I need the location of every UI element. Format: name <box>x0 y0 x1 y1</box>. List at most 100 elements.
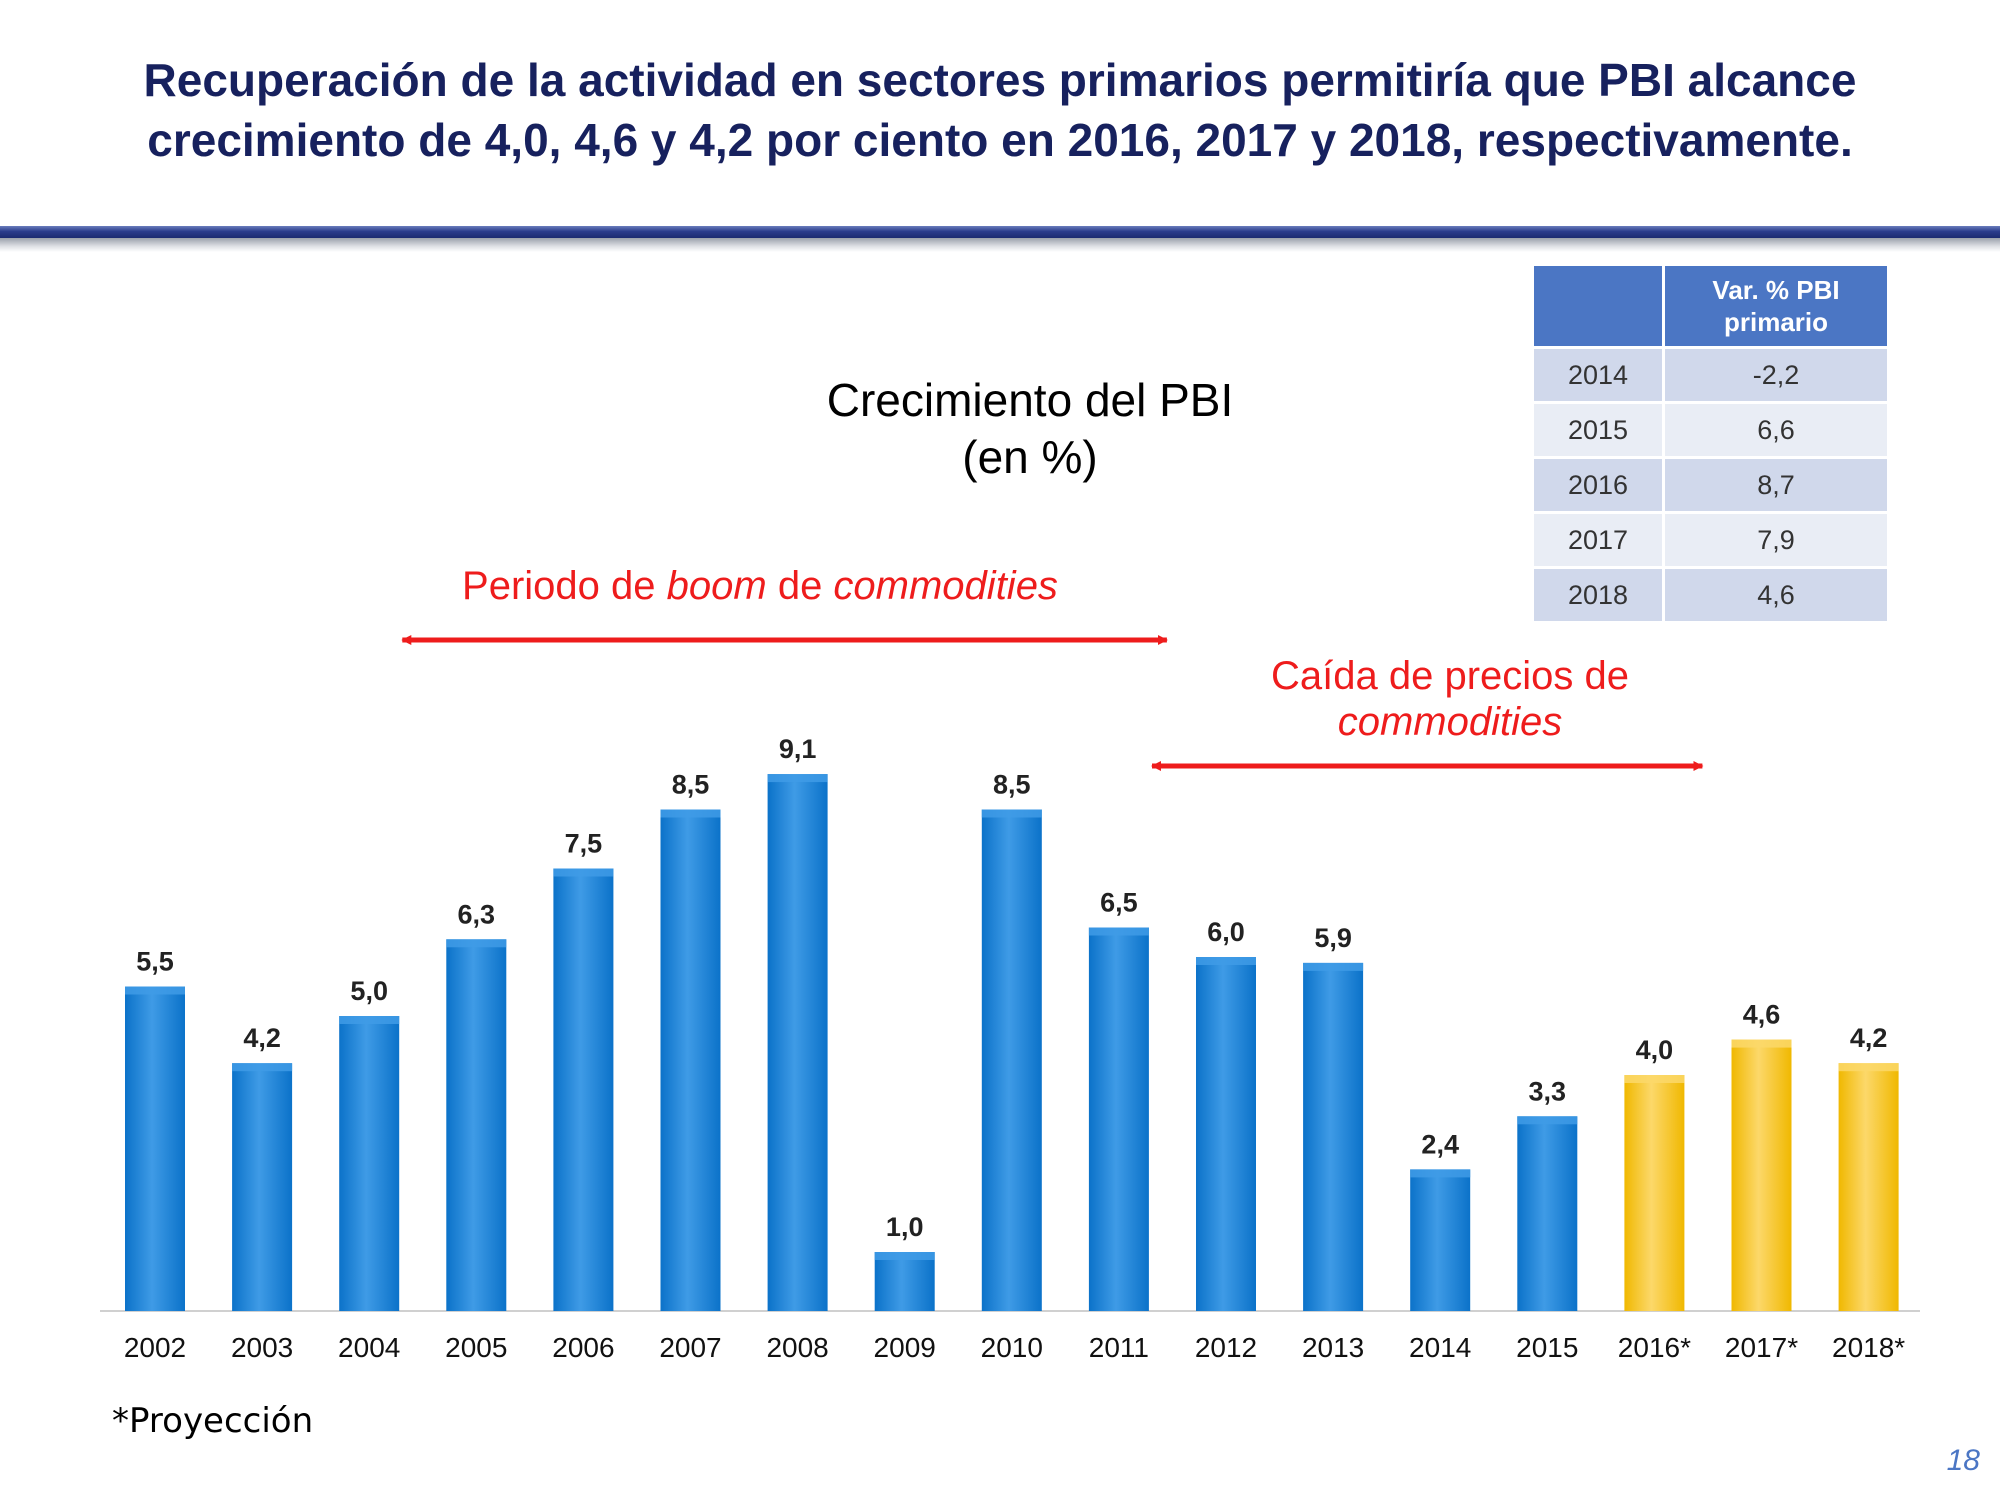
table-cell-year: 2017 <box>1534 514 1662 566</box>
bar-2005 <box>446 939 507 1311</box>
table-header-value: Var. % PBI primario <box>1665 266 1887 346</box>
annotation-fall-em: commodities <box>1337 700 1563 744</box>
bar-cap-2017-proj <box>1731 1039 1792 1048</box>
chart-title-line-1: Crecimiento del PBI <box>826 374 1234 426</box>
x-tick-label: 2012 <box>1195 1332 1257 1363</box>
data-label: 6,3 <box>458 899 496 929</box>
data-label: 5,0 <box>350 976 388 1006</box>
bar-2015 <box>1517 1116 1578 1311</box>
bar-2008 <box>767 774 828 1311</box>
data-label: 4,2 <box>1850 1023 1888 1053</box>
table-cell-value: 6,6 <box>1665 404 1887 456</box>
primary-gdp-table: Var. % PBI primario 2014 -2,2 2015 6,6 2… <box>1531 263 1890 624</box>
table-header-line-2: primario <box>1723 307 1829 337</box>
table-row: 2014 -2,2 <box>1534 349 1887 401</box>
data-label: 5,5 <box>136 947 174 977</box>
data-label: 7,5 <box>565 829 603 859</box>
x-tick-label: 2002 <box>124 1332 186 1363</box>
bar-cap-2003 <box>232 1063 293 1072</box>
x-tick-label: 2011 <box>1089 1332 1149 1363</box>
bar-2006 <box>553 868 614 1311</box>
bar-cap-2011 <box>1088 927 1149 936</box>
headline-line-2: crecimiento de 4,0, 4,6 y 4,2 por ciento… <box>147 114 1853 166</box>
bar-cap-2005 <box>446 939 507 948</box>
x-tick-label: 2008 <box>766 1332 828 1363</box>
table-cell-year: 2016 <box>1534 459 1662 511</box>
table-row: 2015 6,6 <box>1534 404 1887 456</box>
chart-title: Crecimiento del PBI (en %) <box>730 372 1330 486</box>
bar-cap-2014 <box>1410 1169 1471 1178</box>
data-label: 6,0 <box>1207 917 1245 947</box>
annotation-fall-line-2: commodities <box>1180 699 1720 745</box>
data-label: 4,0 <box>1636 1035 1674 1065</box>
x-tick-label: 2013 <box>1302 1332 1364 1363</box>
bar-2012 <box>1196 957 1256 1311</box>
bar-cap-2008 <box>767 774 828 783</box>
table-cell-year: 2018 <box>1534 569 1662 621</box>
data-label: 1,0 <box>886 1212 924 1242</box>
page-number: 18 <box>1946 1444 1980 1477</box>
table-header-blank <box>1534 266 1662 346</box>
bar-cap-2018-proj <box>1838 1063 1899 1072</box>
bar-2017-proj <box>1731 1039 1792 1311</box>
bar-cap-2004 <box>339 1016 400 1024</box>
annotation-price-fall: Caída de precios de commodities <box>1180 653 1720 745</box>
data-label: 9,1 <box>779 734 817 764</box>
table-cell-value: 7,9 <box>1665 514 1887 566</box>
bar-2016-proj <box>1624 1075 1685 1311</box>
table-header-line-1: Var. % PBI <box>1712 275 1840 305</box>
x-tick-label: 2015 <box>1516 1332 1578 1363</box>
data-label: 2,4 <box>1421 1129 1459 1159</box>
annotation-boom-em2: commodities <box>833 564 1058 608</box>
table-row: 2018 4,6 <box>1534 569 1887 621</box>
x-tick-label: 2018* <box>1832 1332 1905 1363</box>
data-label: 4,6 <box>1743 1000 1781 1030</box>
headline-line-1: Recuperación de la actividad en sectores… <box>143 54 1857 106</box>
table-cell-value: -2,2 <box>1665 349 1887 401</box>
annotation-boom-period: Periodo de boom de commodities <box>360 563 1160 609</box>
bar-2013 <box>1303 962 1364 1311</box>
bar-2010 <box>981 809 1042 1311</box>
bar-2011 <box>1088 927 1149 1311</box>
bar-2004 <box>339 1016 400 1311</box>
data-label: 4,2 <box>243 1023 281 1053</box>
bar-cap-2009 <box>874 1252 935 1260</box>
projection-footnote: *Proyección <box>112 1401 314 1441</box>
x-tick-label: 2005 <box>445 1332 507 1363</box>
bar-cap-2012 <box>1196 957 1256 965</box>
table-cell-year: 2015 <box>1534 404 1662 456</box>
data-label: 3,3 <box>1529 1076 1567 1106</box>
bar-cap-2010 <box>981 809 1042 818</box>
annotation-boom-em1: boom <box>666 564 767 608</box>
bar-cap-2016-proj <box>1624 1075 1685 1083</box>
x-tick-label: 2010 <box>981 1332 1043 1363</box>
bar-2003 <box>232 1063 293 1311</box>
bar-2009 <box>874 1252 935 1311</box>
bar-cap-2007 <box>660 809 721 818</box>
bar-2014 <box>1410 1169 1471 1311</box>
x-tick-label: 2006 <box>552 1332 614 1363</box>
annotation-boom-middle: de <box>766 564 834 608</box>
data-label: 8,5 <box>993 770 1031 800</box>
bar-cap-2002 <box>125 986 185 995</box>
header-divider <box>0 226 2000 238</box>
bar-2002 <box>125 986 185 1311</box>
table-row: 2017 7,9 <box>1534 514 1887 566</box>
x-tick-label: 2017* <box>1725 1332 1798 1363</box>
bar-cap-2006 <box>553 868 614 877</box>
x-tick-label: 2009 <box>874 1332 936 1363</box>
x-tick-label: 2007 <box>659 1332 721 1363</box>
chart-title-line-2: (en %) <box>962 431 1098 483</box>
annotation-fall-line-1: Caída de precios de <box>1270 654 1629 698</box>
x-tick-label: 2016* <box>1618 1332 1691 1363</box>
annotation-boom-prefix: Periodo de <box>462 564 667 608</box>
table-cell-value: 4,6 <box>1665 569 1887 621</box>
bar-cap-2013 <box>1303 962 1364 971</box>
data-label: 6,5 <box>1100 888 1138 918</box>
x-tick-label: 2004 <box>338 1332 400 1363</box>
x-tick-label: 2003 <box>231 1332 293 1363</box>
table-cell-value: 8,7 <box>1665 459 1887 511</box>
bar-cap-2015 <box>1517 1116 1578 1125</box>
bar-2018-proj <box>1838 1063 1899 1311</box>
